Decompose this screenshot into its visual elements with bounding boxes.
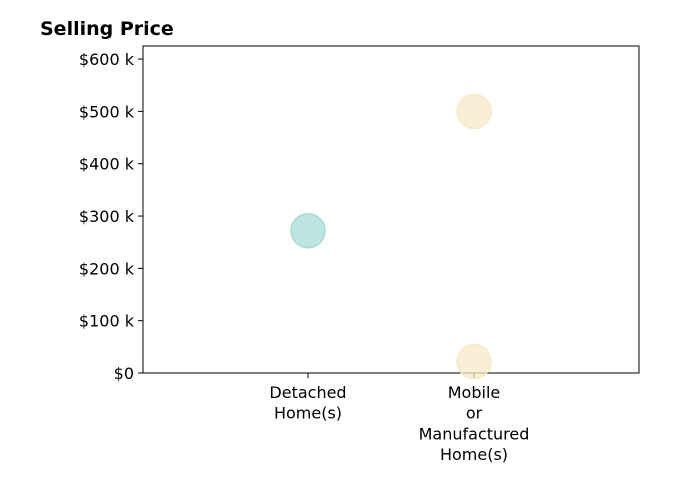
y-axis: $0 $100 k $200 k $300 k $400 k $500 k $600 k [79,50,143,383]
y-tick-label: $100 k [79,312,135,331]
y-tick-label: $300 k [79,207,135,226]
data-point [290,212,326,249]
y-tick-label: $400 k [79,155,135,174]
x-tick-label: Detached Home(s) [269,383,346,423]
data-points [290,93,492,380]
data-point [456,93,492,130]
plot-frame [142,45,640,374]
x-tick-label: Mobile or Manufactured Home(s) [419,383,530,464]
y-tick-label: $600 k [79,50,135,69]
x-axis: Detached Home(s) Mobile or Manufactured Home(… [269,373,529,464]
y-tick-label: $0 [114,364,134,383]
data-point [456,343,492,380]
y-tick-label: $200 k [79,259,135,278]
y-tick-label: $500 k [79,102,135,121]
chart-title: Selling Price [40,18,174,40]
